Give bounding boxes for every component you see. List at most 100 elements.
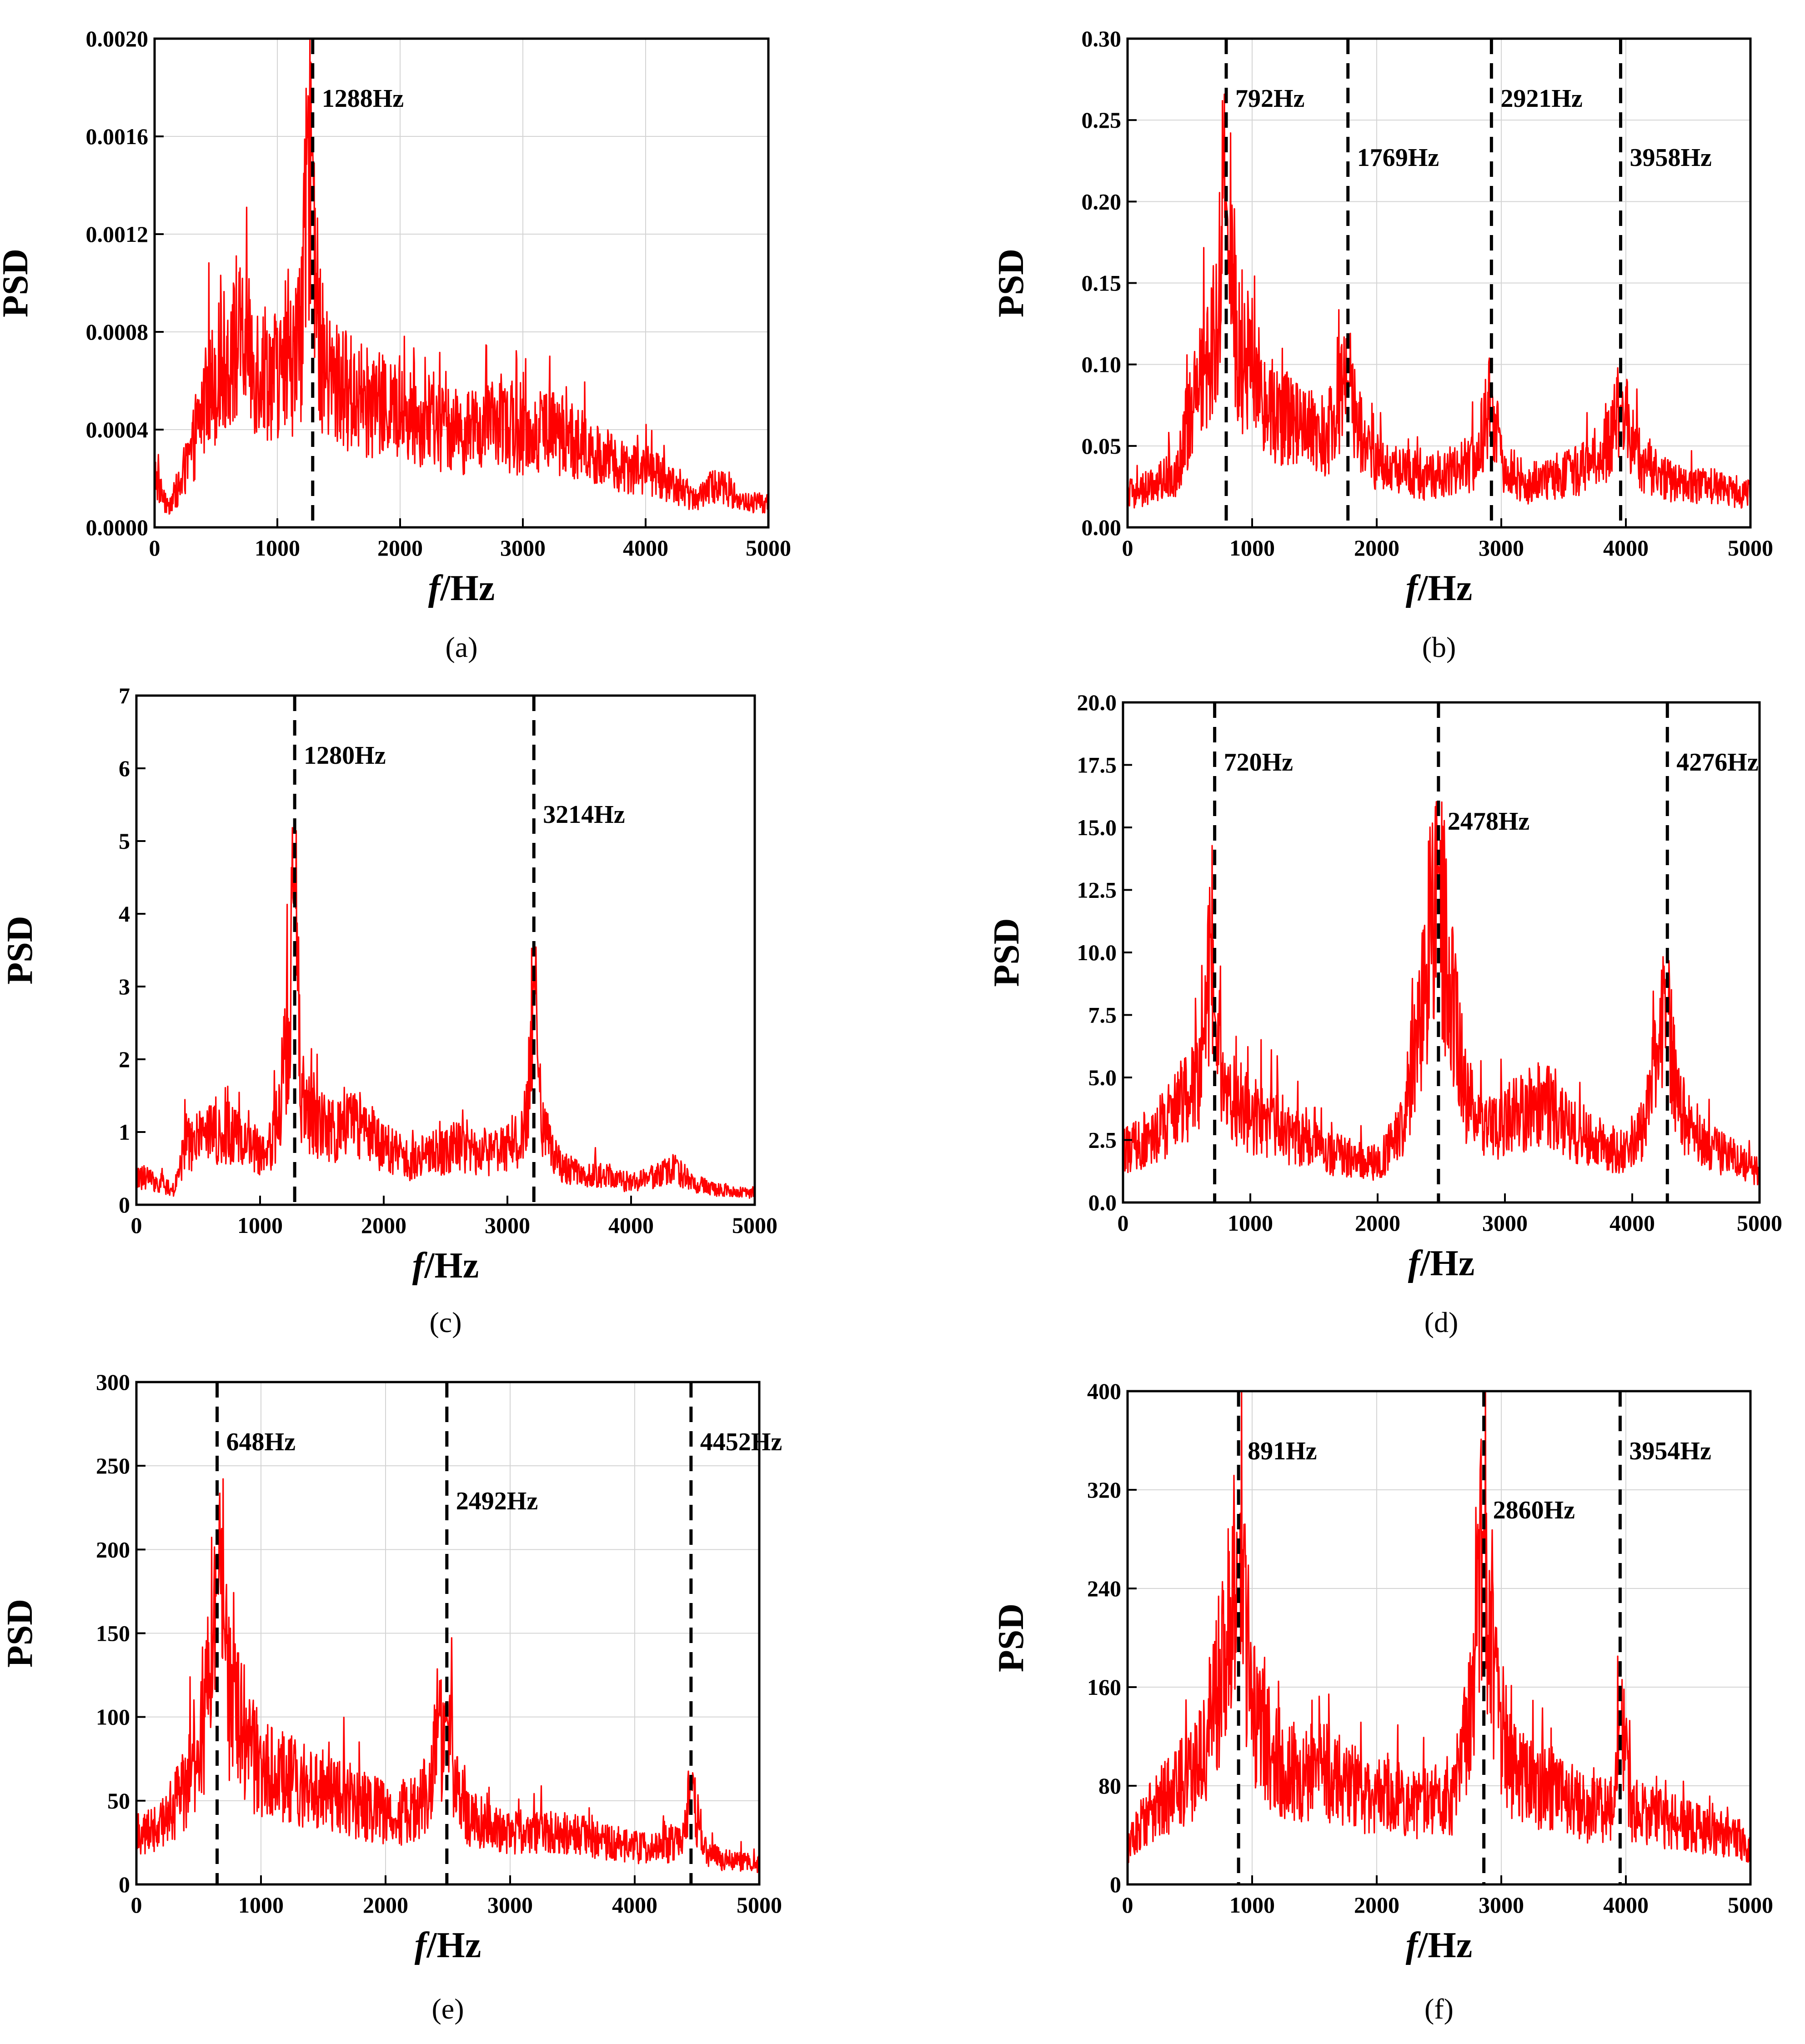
x-tick-label: 1000 [1229,1892,1275,1918]
panel-caption: (b) [1422,631,1456,663]
x-tick-label: 3000 [485,1212,530,1238]
chart-panel-2: 792Hz 1769Hz 2921Hz 3958Hz 0 1000 2000 3000 4000… [991,26,1773,663]
peak-label: 1280Hz [304,741,386,770]
psd-series-line [135,1478,760,1873]
y-tick-label: 0.15 [1082,271,1122,296]
x-tick-label: 5000 [1737,1210,1782,1236]
y-tick-label: 0 [1110,1872,1121,1897]
peak-label: 4276Hz [1676,748,1758,777]
panel-caption: (a) [445,631,477,663]
x-tick-label: 3000 [1482,1210,1528,1236]
x-tick-label: 0 [1122,535,1133,561]
x-tick-label: 0 [1122,1892,1133,1918]
x-tick-label: 5000 [1728,1892,1773,1918]
chart-panel-3: 1280Hz 3214Hz 0 1000 2000 3000 4000 5000 0 1 2 3 4 5 6… [0,683,777,1338]
x-tick-label: 4000 [1609,1210,1655,1236]
peak-label: 3214Hz [543,801,625,829]
x-axis-label: f/Hz [428,568,495,608]
x-tick-label: 0 [149,535,160,561]
x-axis-label: f/Hz [412,1246,479,1286]
panel-caption: (e) [431,1993,464,2025]
x-tick-label: 4000 [608,1212,654,1238]
panel-caption: (c) [429,1306,461,1338]
plot-frame [135,694,756,1206]
peak-label: 1769Hz [1357,144,1439,172]
y-tick-label: 0.0020 [86,26,149,51]
y-tick-label: 0.20 [1082,189,1122,214]
x-tick-label: 1000 [255,535,300,561]
x-tick-label: 0 [1118,1210,1129,1236]
x-tick-label: 1000 [1229,535,1275,561]
y-tick-label: 0.0012 [86,221,149,247]
psd-series-line [135,827,756,1199]
y-tick-label: 5.0 [1088,1065,1117,1090]
peak-label: 648Hz [226,1428,296,1456]
y-axis-label: PSD [991,249,1031,317]
psd-series-line [1122,801,1760,1186]
y-tick-label: 3 [119,974,130,999]
y-tick-label: 0.00 [1082,515,1122,540]
x-tick-label: 4000 [623,535,668,561]
y-tick-label: 0.30 [1082,26,1122,51]
x-tick-label: 2000 [363,1892,408,1918]
x-tick-label: 3000 [1479,1892,1524,1918]
y-tick-label: 0 [119,1872,130,1897]
y-tick-label: 250 [96,1453,130,1478]
x-tick-label: 2000 [1354,535,1399,561]
x-tick-label: 4000 [1603,535,1649,561]
x-tick-label: 2000 [377,535,423,561]
y-tick-label: 2 [119,1047,130,1072]
x-tick-label: 5000 [1728,535,1773,561]
x-tick-label: 5000 [746,535,791,561]
panel-caption: (f) [1424,1993,1454,2025]
plot-frame [153,37,770,529]
y-tick-label: 0.0 [1088,1190,1117,1215]
y-tick-label: 400 [1087,1378,1121,1404]
peak-label: 3958Hz [1630,144,1711,172]
peak-label: 1288Hz [322,85,404,113]
y-tick-label: 17.5 [1077,752,1117,778]
x-tick-label: 2000 [1355,1210,1400,1236]
y-axis-label: PSD [987,918,1027,987]
y-tick-label: 4 [119,901,130,927]
y-tick-label: 0.0004 [86,417,149,442]
y-tick-label: 15.0 [1077,815,1117,840]
y-axis-label: PSD [0,1599,40,1668]
x-tick-label: 2000 [361,1212,406,1238]
peak-label: 2860Hz [1493,1496,1575,1524]
x-tick-label: 0 [131,1892,142,1918]
panel-caption: (d) [1424,1306,1459,1338]
y-tick-label: 80 [1098,1773,1121,1799]
y-tick-label: 160 [1087,1674,1121,1700]
y-axis-label: PSD [0,916,40,984]
y-tick-label: 5 [119,828,130,854]
y-axis-label: PSD [991,1603,1031,1672]
x-tick-label: 5000 [732,1212,777,1238]
chart-panel-1: 1288Hz 0 1000 2000 3000 4000 5000 0.0000 0.0004 0… [0,26,791,663]
x-axis-label: f/Hz [1408,1243,1475,1283]
peak-label: 2921Hz [1500,85,1582,113]
y-tick-label: 0.05 [1082,433,1122,459]
peak-label: 2478Hz [1448,807,1529,836]
psd-series-line [1127,1390,1751,1864]
x-tick-label: 3000 [487,1892,533,1918]
y-axis-label: PSD [0,249,35,317]
y-tick-label: 12.5 [1077,877,1117,903]
peak-label: 792Hz [1235,85,1304,113]
x-tick-label: 0 [131,1212,142,1238]
x-tick-label: 2000 [1354,1892,1399,1918]
x-tick-label: 3000 [500,535,546,561]
peak-label: 4452Hz [700,1428,782,1456]
peak-label: 720Hz [1224,748,1293,777]
y-tick-label: 300 [96,1369,130,1395]
y-tick-label: 10.0 [1077,940,1117,965]
x-tick-label: 4000 [1603,1892,1649,1918]
peak-label: 3954Hz [1629,1437,1711,1465]
chart-panel-5: 648Hz 2492Hz 4452Hz 0 1000 2000 3000 4000 5000 0 5… [0,1369,782,2025]
y-tick-label: 0 [119,1192,130,1217]
chart-panel-6: 891Hz 2860Hz 3954Hz 0 1000 2000 3000 4000 5000 0 8… [991,1378,1773,2025]
x-axis-label: f/Hz [1406,568,1473,608]
y-tick-label: 7.5 [1088,1002,1117,1028]
peak-label: 2492Hz [456,1487,538,1515]
